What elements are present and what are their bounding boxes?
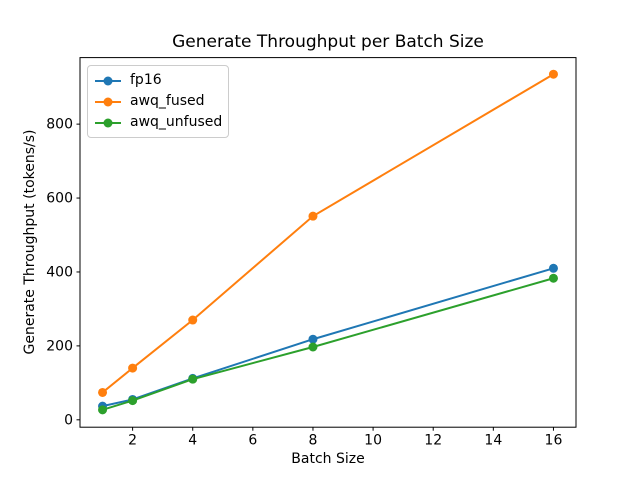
data-point-awq_fused-4 (188, 315, 198, 325)
y-tick-label: 600 (46, 191, 73, 207)
data-point-awq_unfused-2 (128, 396, 138, 406)
legend-item-awq-fused: awq_fused (93, 91, 228, 112)
data-point-awq_unfused-16 (548, 273, 558, 283)
data-point-awq_fused-8 (308, 211, 318, 221)
y-tick-label: 200 (46, 338, 73, 354)
legend-label-awq-fused: awq_fused (130, 93, 205, 109)
chart-title: Generate Throughput per Batch Size (172, 32, 484, 52)
axes-frame (79, 57, 577, 428)
x-tick-label: 6 (248, 433, 257, 449)
legend-line-sample-fp16 (95, 76, 121, 85)
data-point-fp16-16 (548, 263, 558, 273)
x-tick-label: 4 (188, 433, 197, 449)
y-tick-label: 0 (64, 412, 73, 428)
x-tick-label: 8 (309, 433, 318, 449)
legend-line-sample-awq-unfused (95, 118, 121, 127)
legend-label-fp16: fp16 (130, 72, 162, 88)
series-line-awq_unfused (102, 277, 554, 411)
x-tick-label: 14 (484, 433, 502, 449)
data-point-awq_unfused-4 (188, 374, 198, 384)
data-point-fp16-8 (308, 334, 318, 344)
legend-item-fp16: fp16 (93, 70, 228, 91)
legend-item-awq-unfused: awq_unfused (93, 112, 228, 133)
data-point-awq_fused-1 (98, 387, 108, 397)
data-point-awq_unfused-1 (98, 405, 108, 415)
data-point-awq_fused-16 (548, 69, 558, 79)
y-tick-label: 800 (46, 117, 73, 133)
y-tick-label: 400 (46, 264, 73, 280)
x-tick-label: 16 (545, 433, 563, 449)
y-axis-label: Generate Throughput (tokens/s) (22, 129, 38, 355)
x-tick-label: 12 (424, 433, 442, 449)
legend: fp16 awq_fused awq_unfused (87, 65, 229, 138)
legend-label-awq-unfused: awq_unfused (130, 114, 223, 130)
x-tick-label: 2 (128, 433, 137, 449)
x-tick-label: 10 (364, 433, 382, 449)
data-point-awq_fused-2 (128, 363, 138, 373)
legend-line-sample-awq-fused (95, 97, 121, 106)
data-point-awq_unfused-8 (308, 342, 318, 352)
x-axis-label: Batch Size (291, 451, 365, 467)
